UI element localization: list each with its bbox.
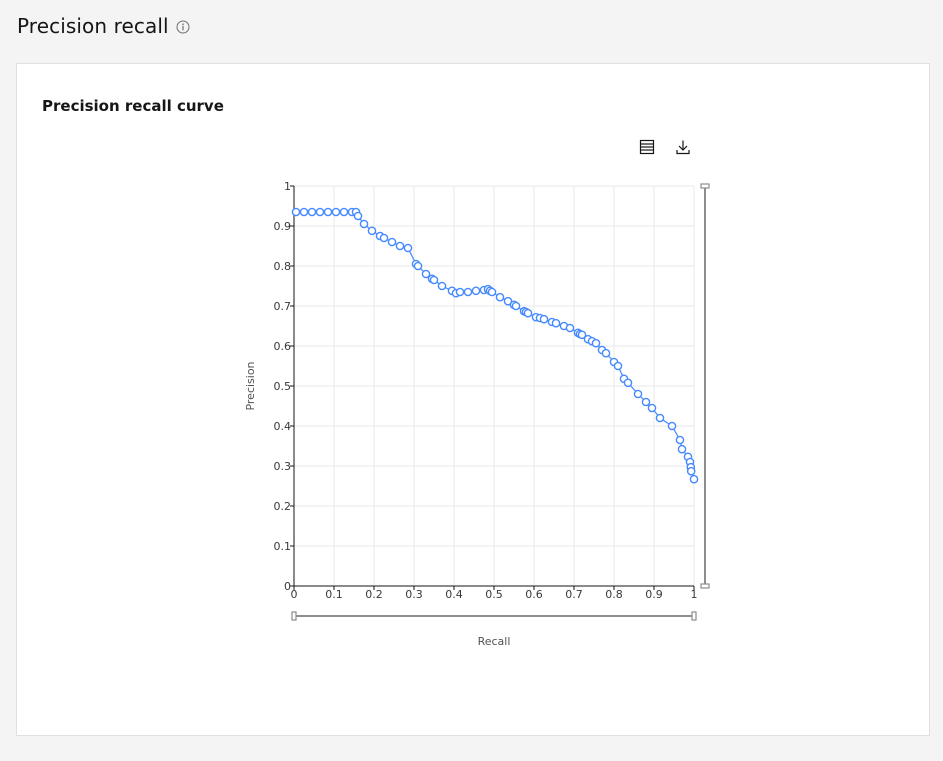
x-tick-label: 0.9 [645, 588, 663, 601]
y-tick-label: 0.6 [274, 340, 292, 353]
series-points [291, 207, 699, 484]
x-slider-handle-left [291, 611, 297, 621]
data-point[interactable] [667, 421, 677, 431]
data-point[interactable] [539, 314, 549, 324]
y-range-slider[interactable] [700, 183, 710, 589]
data-point[interactable] [379, 233, 389, 243]
download-icon[interactable] [673, 137, 693, 157]
data-point[interactable] [647, 403, 657, 413]
y-tick-label: 0 [284, 580, 291, 593]
y-slider-handle-top [700, 183, 710, 189]
y-tick-label: 0.2 [274, 500, 292, 513]
data-point[interactable] [395, 241, 405, 251]
data-point[interactable] [387, 237, 397, 247]
data-point[interactable] [437, 281, 447, 291]
x-tick-label: 0.3 [405, 588, 423, 601]
chart-grid [293, 185, 695, 587]
y-tick-label: 1 [284, 180, 291, 193]
data-point[interactable] [471, 286, 481, 296]
data-point[interactable] [339, 207, 349, 217]
information-icon[interactable] [176, 19, 190, 34]
y-tick-label: 0.4 [274, 420, 292, 433]
data-point[interactable] [463, 287, 473, 297]
data-point[interactable] [299, 207, 309, 217]
x-tick-label: 0.8 [605, 588, 623, 601]
data-point[interactable] [429, 275, 439, 285]
y-tick-label: 0.9 [274, 220, 292, 233]
x-tick-label: 0.2 [365, 588, 383, 601]
data-point[interactable] [413, 261, 423, 271]
y-axis-title: Precision [244, 361, 257, 410]
data-point[interactable] [359, 219, 369, 229]
y-tick-label: 0.5 [274, 380, 292, 393]
data-point[interactable] [591, 338, 601, 348]
y-tick-label: 0.8 [274, 260, 292, 273]
data-point[interactable] [495, 292, 505, 302]
x-tick-label: 0 [291, 588, 298, 601]
chart-card: Precision recall curve 0 0.1 0.2 0.3 0.4 0.5 0… [16, 63, 930, 736]
data-point[interactable] [523, 308, 533, 318]
page-header: Precision recall [17, 14, 190, 38]
data-point[interactable] [601, 348, 611, 358]
data-point[interactable] [503, 296, 513, 306]
data-point[interactable] [577, 330, 587, 340]
data-point[interactable] [675, 435, 685, 445]
data-point[interactable] [307, 207, 317, 217]
data-point[interactable] [677, 444, 687, 454]
page-title: Precision recall [17, 14, 169, 38]
y-tick-label: 0.1 [274, 540, 292, 553]
data-point[interactable] [353, 211, 363, 221]
data-point[interactable] [331, 207, 341, 217]
data-point[interactable] [655, 413, 665, 423]
y-tick-label: 0.7 [274, 300, 292, 313]
data-point[interactable] [367, 226, 377, 236]
data-point[interactable] [511, 301, 521, 311]
x-tick-label: 1 [691, 588, 698, 601]
y-slider-handle-bottom [700, 583, 710, 589]
table-view-icon[interactable] [637, 137, 657, 157]
data-point[interactable] [686, 466, 696, 476]
x-tick-label: 0.7 [565, 588, 583, 601]
precision-recall-chart: 0 0.1 0.2 0.3 0.4 0.5 0.6 0.7 0.8 0.9 1 0 0.1 0.2 0.3 0… [244, 180, 710, 648]
x-tick-label: 0.5 [485, 588, 503, 601]
data-point[interactable] [421, 269, 431, 279]
chart-card-title: Precision recall curve [42, 97, 224, 115]
data-point[interactable] [487, 287, 497, 297]
x-tick-label: 0.6 [525, 588, 543, 601]
x-tick-label: 0.1 [325, 588, 343, 601]
data-point[interactable] [565, 323, 575, 333]
data-point[interactable] [623, 378, 633, 388]
x-range-slider[interactable] [291, 611, 697, 621]
data-point[interactable] [641, 397, 651, 407]
data-point[interactable] [613, 361, 623, 371]
data-point[interactable] [291, 207, 301, 217]
data-point[interactable] [323, 207, 333, 217]
x-tick-label: 0.4 [445, 588, 463, 601]
chart-ticks: 0 0.1 0.2 0.3 0.4 0.5 0.6 0.7 0.8 0.9 1 0 0.1 0.2 0.3 0… [274, 180, 698, 601]
data-point[interactable] [689, 474, 699, 484]
x-axis-title: Recall [478, 635, 511, 648]
data-point[interactable] [315, 207, 325, 217]
data-point[interactable] [633, 389, 643, 399]
data-point[interactable] [403, 243, 413, 253]
data-point[interactable] [455, 287, 465, 297]
x-slider-handle-right [691, 611, 697, 621]
y-tick-label: 0.3 [274, 460, 292, 473]
data-point[interactable] [551, 318, 561, 328]
